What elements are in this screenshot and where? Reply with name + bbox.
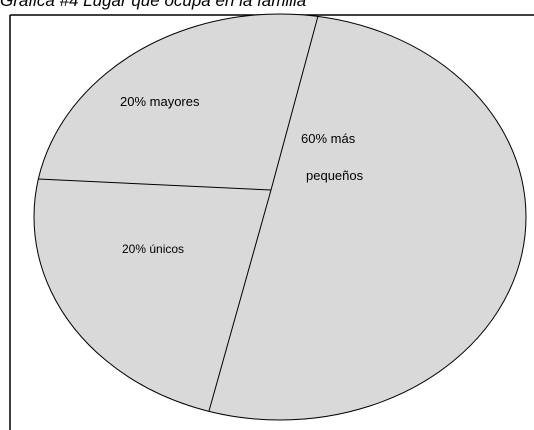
pie-body (33, 13, 527, 421)
slice-label-pequenos-line1: 60% más (301, 131, 356, 146)
slice-label-pequenos-line2: pequeños (306, 168, 364, 183)
slice-label-unicos: 20% únicos (122, 242, 184, 256)
slice-divider-left (37, 178, 272, 191)
slice-label-mayores: 20% mayores (120, 94, 200, 109)
slice-divider-bottom (208, 189, 272, 412)
slice-divider-top (270, 15, 319, 191)
chart-title: Gráfica #4 Lugar que ocupa en la familia (0, 0, 307, 10)
